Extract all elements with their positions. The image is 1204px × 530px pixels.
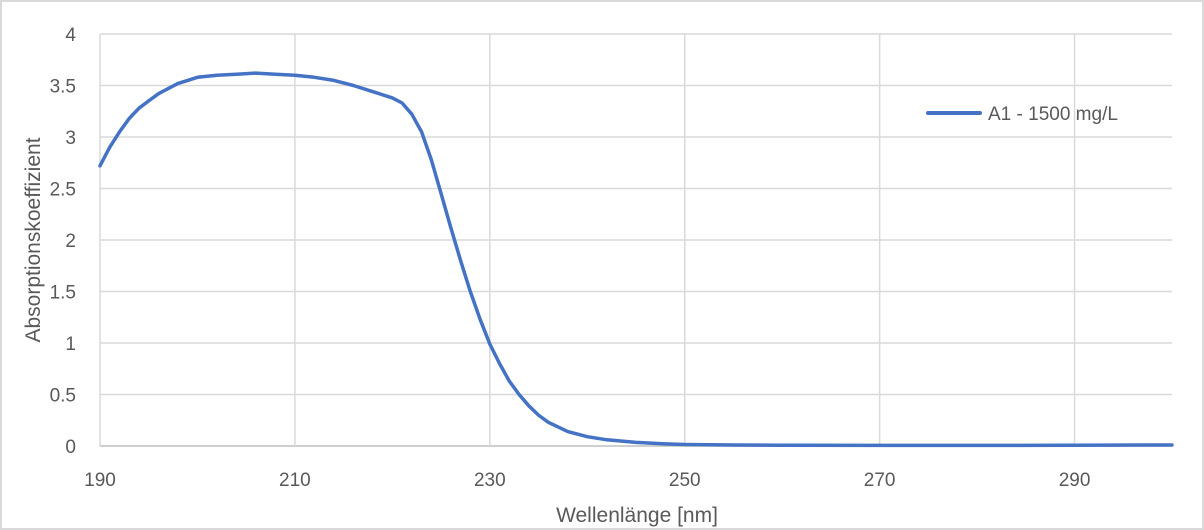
y-tick-label: 4 [65,25,76,46]
y-tick-label: 3.5 [50,77,76,98]
grid-lines [99,33,1172,447]
y-tick-label: 0.5 [50,386,76,407]
x-axis-title: Wellenlänge [nm] [556,504,718,527]
series-line [98,71,1174,448]
x-tick-labels: 190 210 230 250 270 290 [84,470,1090,491]
y-tick-label: 1.5 [50,283,76,304]
y-tick-label: 1 [65,334,76,355]
x-tick-label: 230 [474,470,506,491]
x-tick-label: 210 [279,470,311,491]
x-tick-label: 250 [669,470,701,491]
y-tick-label: 3 [65,128,76,149]
y-tick-label: 2 [65,231,76,252]
y-tick-label: 2.5 [50,180,76,201]
legend-label: A1 - 1500 mg/L [988,104,1118,125]
x-tick-label: 290 [1059,470,1091,491]
y-tick-label: 0 [65,437,76,458]
x-tick-label: 270 [864,470,896,491]
legend: A1 - 1500 mg/L [926,104,1118,125]
y-axis-title: Absorptionskoeffizient [22,137,45,342]
x-tick-label: 190 [84,470,116,491]
y-tick-labels: 0 0.5 1 1.5 2 2.5 3 3.5 4 [50,25,77,458]
